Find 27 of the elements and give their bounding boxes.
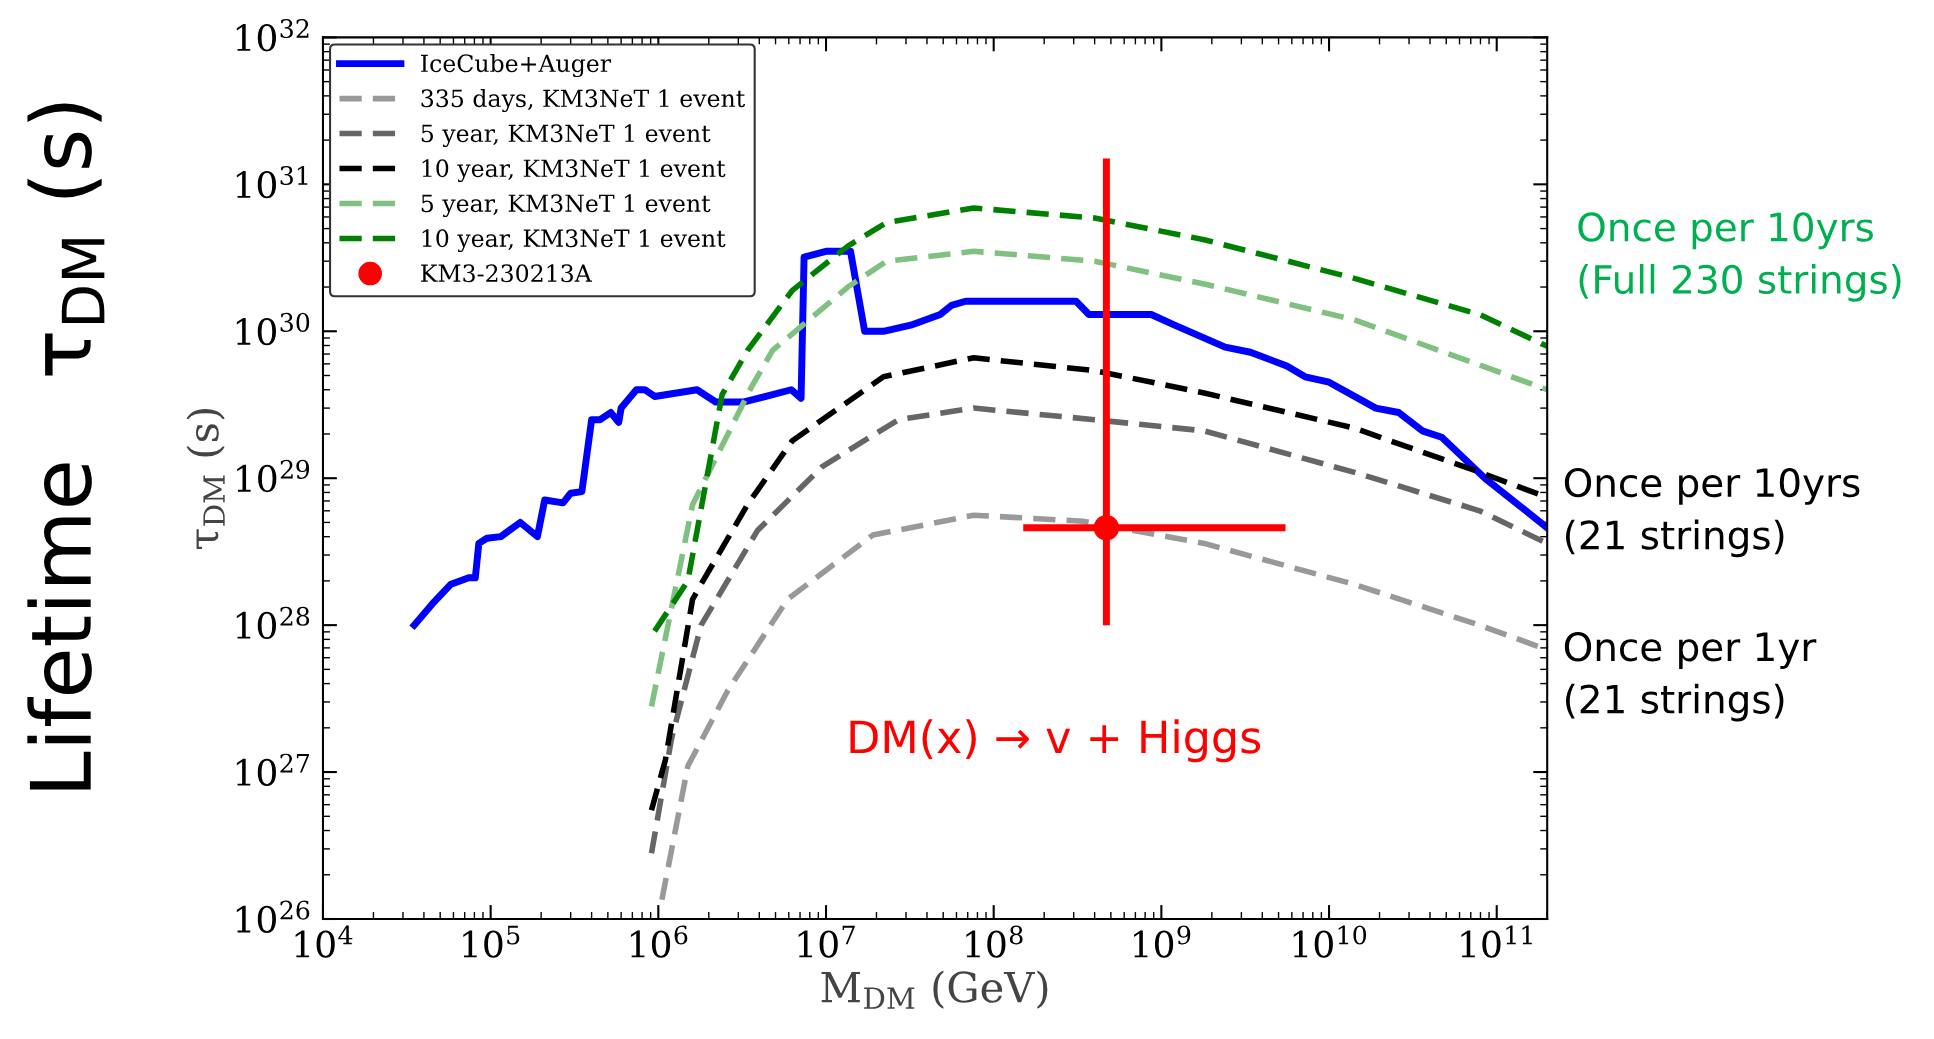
legend-label: 5 year, KM3NeT 1 event xyxy=(421,194,711,218)
x-tick-label: 10$^{9}$ xyxy=(1134,925,1191,958)
x-tick-label: 10$^{5}$ xyxy=(463,925,520,958)
text: Once per 10yrs (Full 230 strings) xyxy=(1578,212,1901,302)
text: Once per 1yr (21 strings) xyxy=(1564,632,1817,722)
x-tick-label: 10$^{7}$ xyxy=(798,925,855,958)
y-tick-label: 10$^{28}$ xyxy=(236,606,310,640)
text: Once per 10yrs (21 strings) xyxy=(1564,467,1860,558)
x-tick-label: 10$^{10}$ xyxy=(1293,925,1367,958)
x-tick-label: 10$^{8}$ xyxy=(966,925,1023,958)
annotation: DM(x) → v + Higgs xyxy=(850,719,1261,763)
y-tick-label: 10$^{32}$ xyxy=(236,18,309,52)
y-tick-label: 10$^{29}$ xyxy=(237,459,310,493)
legend-label: 10 year, KM3NeT 1 event xyxy=(422,229,726,253)
legend-label: 5 year, KM3NeT 1 event xyxy=(421,124,711,148)
x-tick-label: 10$^{11}$ xyxy=(1461,925,1532,958)
y-tick-label: 10$^{30}$ xyxy=(236,312,310,346)
x-tick-label: 10$^{6}$ xyxy=(630,925,688,958)
y-tick-label: 10$^{27}$ xyxy=(236,753,310,787)
text: Lifetime τ$_{DM}$ (s) xyxy=(27,103,105,790)
legend-label: IceCube+Auger xyxy=(421,53,612,78)
y-axis-title: τ$_{DM}$ (s) xyxy=(186,409,225,550)
y-tick-label: 10$^{31}$ xyxy=(236,165,308,199)
x-axis-title: M$_{DM}$ (GeV) xyxy=(821,970,1048,1009)
legend-label: 335 days, KM3NeT 1 event xyxy=(421,88,746,113)
legend-label: 10 year, KM3NeT 1 event xyxy=(422,159,726,183)
legend-label: KM3-230213A xyxy=(421,264,593,283)
